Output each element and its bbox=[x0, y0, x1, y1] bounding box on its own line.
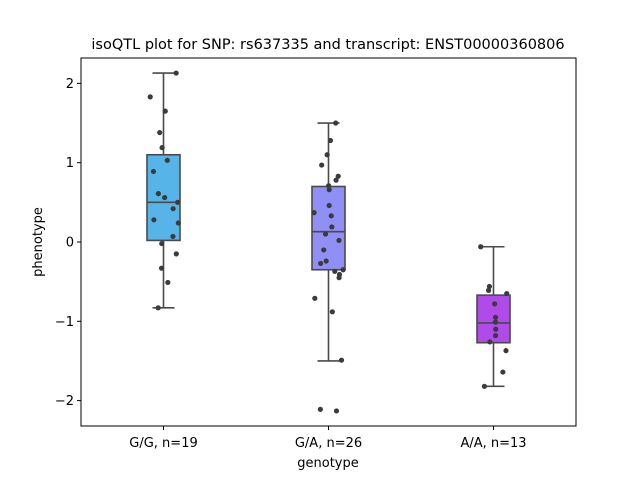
data-point bbox=[333, 408, 340, 414]
data-point bbox=[338, 357, 345, 363]
y-axis: 2 1 0 −1 −2 bbox=[55, 77, 81, 409]
data-point bbox=[173, 251, 179, 257]
data-point bbox=[500, 369, 506, 375]
points-group bbox=[311, 120, 346, 414]
data-point bbox=[155, 305, 161, 311]
data-point bbox=[328, 213, 334, 219]
data-point bbox=[492, 301, 498, 307]
data-point bbox=[492, 314, 499, 320]
data-point bbox=[340, 267, 346, 273]
data-point bbox=[162, 194, 168, 201]
y-axis-label: phenotype bbox=[31, 207, 46, 277]
data-point bbox=[324, 152, 330, 158]
plot-area bbox=[146, 70, 511, 414]
y-tick-label: −2 bbox=[55, 394, 74, 409]
data-point bbox=[164, 157, 170, 163]
points-group bbox=[147, 70, 181, 311]
data-point bbox=[327, 137, 334, 144]
data-point bbox=[165, 279, 171, 286]
data-point bbox=[175, 220, 181, 226]
data-point bbox=[329, 224, 335, 230]
y-tick-label: 0 bbox=[66, 236, 74, 251]
data-point bbox=[492, 319, 499, 325]
data-point bbox=[326, 183, 332, 189]
x-tick-label: G/G, n=19 bbox=[129, 436, 197, 451]
x-tick-label: A/A, n=13 bbox=[460, 436, 526, 451]
data-point bbox=[332, 268, 338, 274]
data-point bbox=[326, 202, 332, 209]
data-point bbox=[158, 265, 165, 271]
data-point bbox=[150, 168, 157, 175]
y-tick-label: −1 bbox=[55, 315, 74, 330]
data-point bbox=[157, 129, 163, 136]
data-point bbox=[175, 199, 181, 205]
data-point bbox=[335, 173, 341, 179]
data-point bbox=[329, 309, 335, 315]
data-point bbox=[151, 217, 157, 223]
data-point bbox=[159, 145, 165, 151]
data-point bbox=[503, 348, 509, 354]
data-point bbox=[487, 339, 493, 345]
data-point bbox=[333, 120, 339, 126]
data-point bbox=[486, 283, 493, 290]
y-tick-label: 2 bbox=[66, 77, 74, 92]
data-point bbox=[323, 258, 329, 264]
data-point bbox=[312, 295, 318, 301]
data-point bbox=[147, 94, 153, 100]
data-point bbox=[155, 191, 161, 197]
y-tick-label: 1 bbox=[66, 156, 74, 171]
data-point bbox=[311, 210, 317, 216]
data-point bbox=[492, 332, 499, 339]
x-axis: G/G, n=19 G/A, n=26 A/A, n=13 bbox=[129, 426, 527, 451]
data-point bbox=[159, 240, 165, 247]
chart-title: isoQTL plot for SNP: rs637335 and transc… bbox=[91, 37, 564, 53]
data-point bbox=[333, 177, 339, 183]
data-point bbox=[504, 290, 510, 297]
data-point bbox=[170, 206, 176, 212]
data-point bbox=[485, 287, 492, 293]
data-point bbox=[336, 237, 342, 244]
data-point bbox=[319, 162, 325, 168]
data-point bbox=[173, 70, 179, 76]
data-point bbox=[321, 247, 327, 253]
x-tick-label: G/A, n=26 bbox=[295, 436, 362, 451]
data-point bbox=[162, 108, 168, 114]
x-axis-label: genotype bbox=[297, 456, 358, 471]
data-point bbox=[493, 326, 499, 332]
points-group bbox=[478, 244, 510, 389]
data-point bbox=[336, 275, 342, 281]
data-point bbox=[317, 406, 323, 412]
data-point bbox=[481, 383, 488, 389]
data-point bbox=[326, 187, 332, 193]
data-point bbox=[318, 260, 324, 267]
data-point bbox=[478, 244, 484, 250]
box-body bbox=[311, 185, 346, 271]
data-point bbox=[322, 231, 329, 237]
data-point bbox=[170, 233, 176, 240]
